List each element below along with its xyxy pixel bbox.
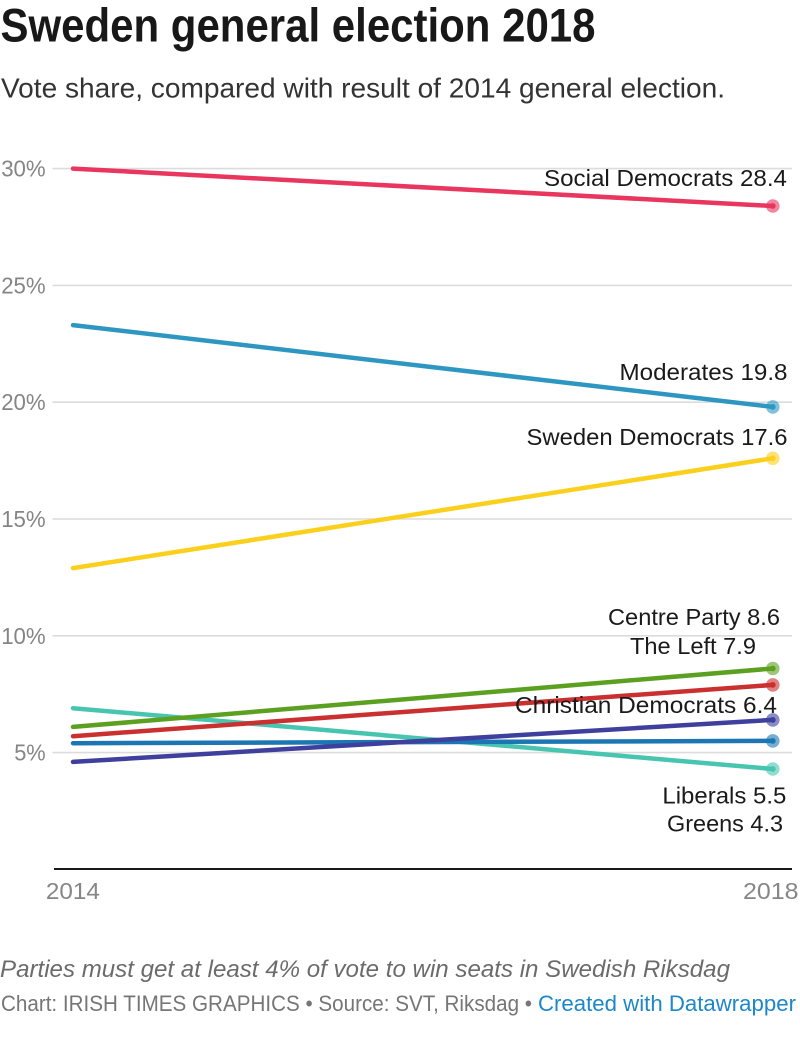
svg-text:Chart: IRISH TIMES GRAPHICS •: Chart: IRISH TIMES GRAPHICS • Source: SV…: [1, 991, 532, 1016]
svg-text:5%: 5%: [14, 740, 46, 766]
svg-text:2014: 2014: [46, 878, 100, 904]
svg-text:Centre Party 8.6: Centre Party 8.6: [608, 604, 780, 630]
svg-text:Moderates 19.8: Moderates 19.8: [620, 359, 788, 385]
svg-text:10%: 10%: [1, 623, 46, 649]
svg-text:Created with Datawrapper: Created with Datawrapper: [538, 991, 796, 1016]
svg-text:The Left 7.9: The Left 7.9: [630, 633, 756, 659]
svg-text:Vote share, compared with resu: Vote share, compared with result of 2014…: [1, 73, 725, 104]
svg-text:Greens 4.3: Greens 4.3: [667, 811, 783, 837]
svg-text:2018: 2018: [743, 878, 799, 904]
svg-text:Christian Democrats 6.4: Christian Democrats 6.4: [515, 692, 777, 718]
svg-text:25%: 25%: [1, 272, 46, 298]
svg-text:30%: 30%: [1, 156, 46, 182]
svg-text:Liberals 5.5: Liberals 5.5: [662, 783, 786, 809]
svg-text:15%: 15%: [1, 506, 46, 532]
svg-text:Sweden general election 2018: Sweden general election 2018: [1, 0, 596, 52]
svg-text:Social Democrats 28.4: Social Democrats 28.4: [544, 165, 787, 191]
svg-text:Parties must get at least 4% o: Parties must get at least 4% of vote to …: [0, 956, 731, 983]
svg-text:Sweden Democrats 17.6: Sweden Democrats 17.6: [527, 424, 788, 450]
svg-text:20%: 20%: [1, 389, 46, 415]
